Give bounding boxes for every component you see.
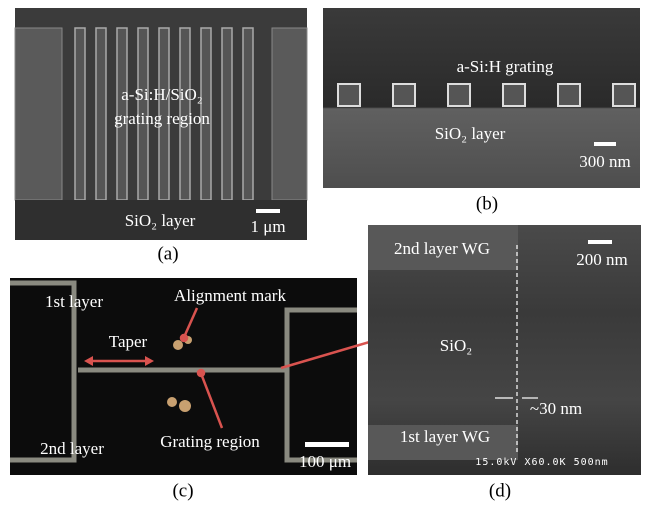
panel-label: (c)	[172, 480, 193, 501]
annotation: Grating region	[160, 432, 260, 451]
annotation: a-Si:H/SiO₂	[121, 85, 203, 104]
annotation: ~30 nm	[530, 399, 582, 418]
annotation: 1st layer WG	[400, 427, 490, 446]
scale-label: 100 μm	[299, 452, 351, 471]
annotation: SiO₂ layer	[435, 124, 506, 143]
annotation: SiO₂	[440, 336, 472, 355]
annotation: 2nd layer WG	[394, 239, 490, 258]
pad	[15, 28, 62, 200]
annotation: Alignment mark	[174, 286, 286, 305]
annotation: a-Si:H grating	[457, 57, 554, 76]
panel-c: 1st layer Alignment mark Taper 2nd layer…	[10, 278, 390, 501]
sem-info: 15.0kV X60.0K 500nm	[475, 457, 608, 468]
panel-label: (a)	[157, 243, 178, 264]
annotation: grating region	[114, 109, 210, 128]
scale-label: 1 μm	[250, 217, 285, 236]
scale-bar	[305, 442, 349, 447]
scale-bar	[594, 142, 616, 146]
scale-bar	[256, 209, 280, 213]
scale-label: 200 nm	[576, 250, 627, 269]
panel-b: a-Si:H grating SiO₂ layer 300 nm (b)	[323, 8, 640, 214]
panel-label: (b)	[476, 193, 498, 214]
annotation: SiO₂ layer	[125, 211, 196, 230]
panel-label: (d)	[489, 480, 511, 501]
pad	[272, 28, 307, 200]
panel-d: 2nd layer WG 200 nm SiO₂ ~30 nm 1st laye…	[368, 225, 641, 501]
annotation: 2nd layer	[40, 439, 104, 458]
annotation: 1st layer	[45, 292, 103, 311]
annotation: Taper	[109, 332, 148, 351]
panel-a: a-Si:H/SiO₂ grating region SiO₂ layer 1 …	[15, 8, 307, 264]
figure: a-Si:H/SiO₂ grating region SiO₂ layer 1 …	[0, 0, 649, 506]
scale-bar	[588, 240, 612, 244]
scale-label: 300 nm	[579, 152, 630, 171]
